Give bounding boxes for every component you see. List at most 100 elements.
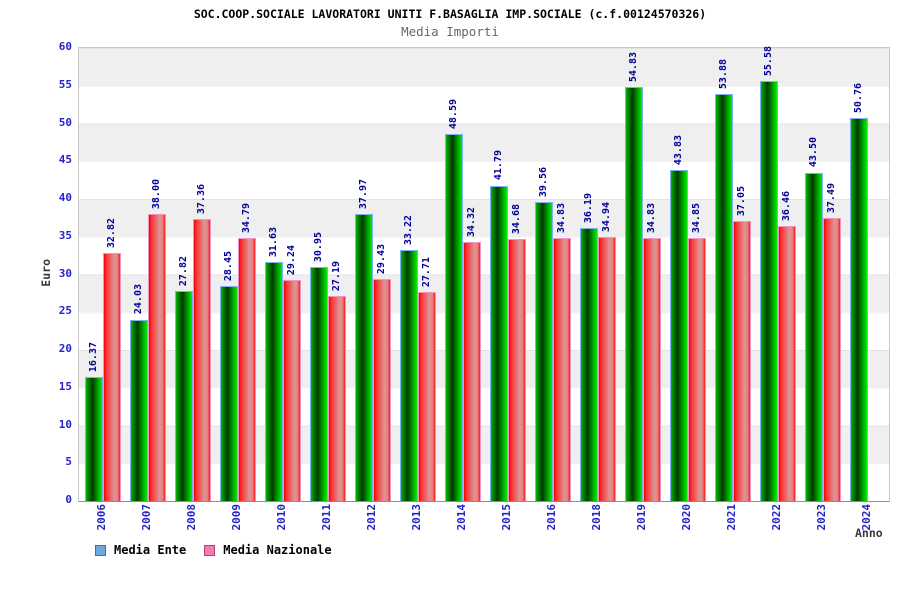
bar-group-2013: 33.22 27.71	[394, 48, 439, 501]
media-nazionale-swatch-icon	[204, 544, 216, 556]
bar-group-2009: 28.45 34.79	[214, 48, 259, 501]
value-label-media-ente-2019: 54.83	[628, 51, 639, 83]
legend: Media Ente Media Nazionale	[95, 543, 332, 557]
bar-media-nazionale-2009	[238, 238, 256, 501]
value-label-media-ente-2009: 28.45	[223, 251, 234, 282]
x-tick-label-2023: 2023	[815, 504, 828, 531]
legend-label-media-nazionale: Media Nazionale	[223, 543, 332, 557]
value-label-media-ente-2013: 33.22	[403, 215, 414, 246]
bar-group-2022: 55.58 36.46	[754, 46, 799, 501]
legend-item-media-ente: Media Ente	[95, 543, 186, 557]
bar-media-nazionale-2023	[823, 217, 841, 501]
x-axis-title: Anno	[855, 526, 883, 540]
value-label-media-nazionale-2023: 37.49	[826, 182, 837, 213]
media-ente-swatch-icon	[95, 544, 106, 556]
x-tick-label-2013: 2013	[410, 504, 423, 531]
value-label-media-nazionale-2013: 27.71	[421, 256, 432, 287]
bar-media-nazionale-2016	[553, 238, 571, 501]
value-label-media-ente-2011: 30.95	[313, 232, 324, 263]
bar-media-nazionale-2008	[193, 218, 211, 501]
bar-media-nazionale-2021	[733, 221, 751, 501]
x-tick-label-2021: 2021	[725, 504, 738, 531]
bar-media-ente-2021	[715, 94, 733, 501]
y-tick-label-40: 40	[58, 191, 72, 204]
bar-media-ente-2014	[445, 134, 463, 501]
bar-media-ente-2011	[310, 267, 328, 501]
value-label-media-nazionale-2007: 38.00	[151, 179, 162, 210]
x-tick-label-2020: 2020	[680, 504, 693, 531]
value-label-media-ente-2006: 16.37	[88, 342, 99, 373]
value-label-media-ente-2022: 55.58	[763, 46, 774, 77]
x-tick-label-2009: 2009	[230, 504, 243, 531]
value-label-media-nazionale-2019: 34.83	[646, 202, 657, 234]
value-label-media-nazionale-2020: 34.85	[691, 202, 702, 233]
value-label-media-nazionale-2012: 29.43	[376, 243, 387, 274]
bar-media-ente-2023	[805, 172, 823, 501]
bar-media-ente-2013	[400, 250, 418, 501]
bar-media-ente-2020	[670, 170, 688, 501]
value-label-media-ente-2014: 48.59	[448, 99, 459, 130]
bar-group-2010: 31.63 29.24	[259, 48, 304, 501]
x-tick-label-2022: 2022	[770, 504, 783, 531]
x-tick-label-2010: 2010	[275, 504, 288, 531]
value-label-media-nazionale-2022: 36.46	[781, 190, 792, 221]
x-tick-label-2014: 2014	[455, 504, 468, 531]
value-label-media-nazionale-2006: 32.82	[106, 218, 117, 249]
bar-media-nazionale-2020	[688, 237, 706, 501]
bar-group-2023: 43.50 37.49	[799, 48, 844, 501]
x-tick-label-2008: 2008	[185, 504, 198, 531]
y-tick-label-35: 35	[58, 228, 72, 242]
bar-media-nazionale-2012	[373, 278, 391, 501]
value-label-media-ente-2015: 41.79	[493, 150, 504, 181]
bar-media-ente-2012	[355, 214, 373, 501]
value-label-media-nazionale-2008: 37.36	[196, 183, 207, 214]
bar-group-2016: 39.56 34.83	[529, 48, 574, 501]
value-label-media-ente-2020: 43.83	[673, 134, 684, 166]
y-tick-label-45: 45	[58, 153, 72, 167]
value-label-media-nazionale-2009: 34.79	[241, 203, 252, 234]
bar-media-ente-2010	[265, 262, 283, 501]
value-label-media-nazionale-2018: 34.94	[601, 202, 612, 233]
bar-group-2014: 48.59 34.32	[439, 48, 484, 501]
value-label-media-ente-2012: 37.97	[358, 179, 369, 210]
bar-media-nazionale-2013	[418, 291, 436, 501]
y-tick-label-50: 50	[58, 115, 72, 129]
plot-area: 16.37 32.82 24.03 38.00 27.82 37.36 28.45 34.79…	[78, 46, 890, 502]
value-label-media-nazionale-2011: 27.19	[331, 260, 342, 291]
y-tick-label-60: 60	[58, 40, 72, 53]
y-tick-label-55: 55	[58, 77, 72, 91]
bar-media-ente-2007	[130, 319, 148, 501]
bar-media-nazionale-2014	[463, 241, 481, 501]
x-tick-label-2012: 2012	[365, 504, 378, 531]
x-tick-label-2015: 2015	[500, 504, 513, 531]
value-label-media-nazionale-2021: 37.05	[736, 186, 747, 217]
bar-group-2024: 50.76	[844, 48, 889, 501]
bar-media-nazionale-2019	[643, 238, 661, 501]
bar-media-nazionale-2007	[148, 214, 166, 501]
x-tick-label-2016: 2016	[545, 504, 558, 531]
value-label-media-nazionale-2014: 34.32	[466, 206, 477, 237]
bar-group-2006: 16.37 32.82	[79, 48, 124, 501]
value-label-media-ente-2024: 50.76	[853, 82, 864, 113]
bar-media-ente-2008	[175, 290, 193, 501]
bar-media-ente-2022	[760, 81, 778, 501]
bar-media-nazionale-2011	[328, 295, 346, 501]
x-tick-label-2024: 2024	[860, 504, 873, 531]
x-tick-label-2011: 2011	[320, 504, 333, 531]
bar-media-nazionale-2006	[103, 253, 121, 501]
y-tick-label-5: 5	[65, 455, 72, 469]
bar-media-nazionale-2010	[283, 280, 301, 501]
x-tick-label-2007: 2007	[140, 504, 153, 531]
x-tick-label-2018: 2018	[590, 504, 603, 531]
bar-group-2008: 27.82 37.36	[169, 48, 214, 501]
bar-media-ente-2018	[580, 227, 598, 501]
chart-subtitle: Media Importi	[401, 24, 499, 39]
bar-group-2018: 36.19 34.94	[574, 48, 619, 501]
value-label-media-ente-2007: 24.03	[133, 284, 144, 315]
value-label-media-nazionale-2015: 34.68	[511, 204, 522, 235]
bar-media-ente-2024	[850, 117, 868, 501]
legend-label-media-ente: Media Ente	[114, 543, 187, 557]
value-label-media-nazionale-2016: 34.83	[556, 202, 567, 234]
y-tick-label-30: 30	[58, 266, 72, 280]
value-label-media-ente-2023: 43.50	[808, 137, 819, 168]
